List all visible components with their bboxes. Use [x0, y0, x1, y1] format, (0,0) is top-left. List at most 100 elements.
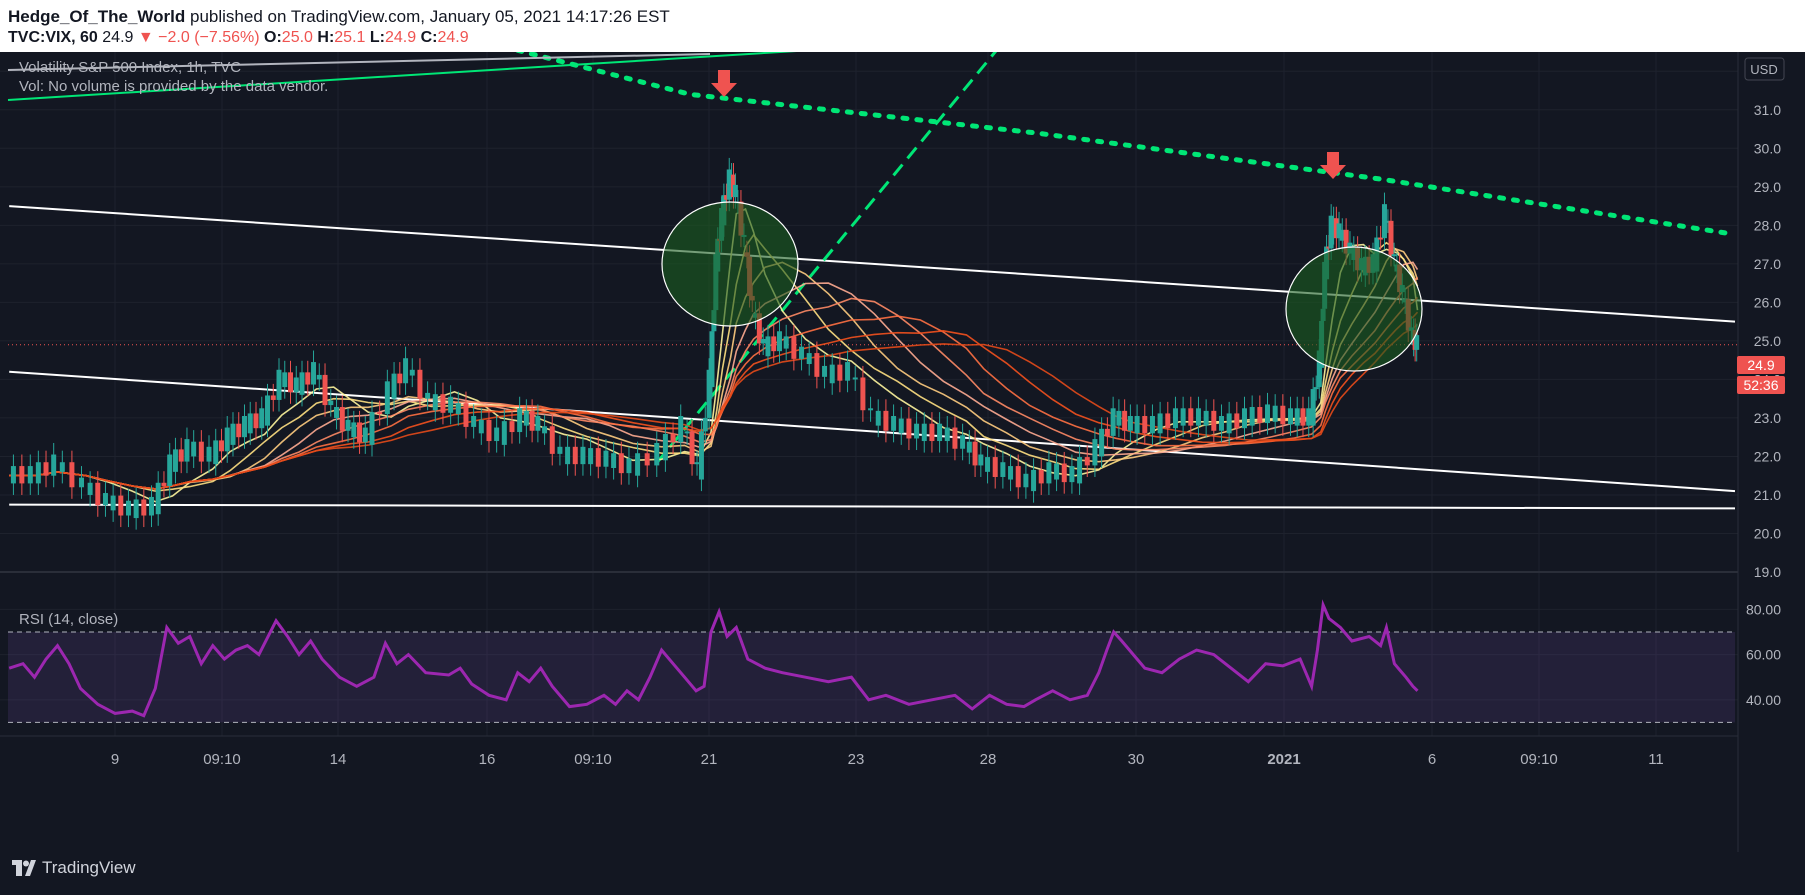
candle-body	[1265, 404, 1271, 424]
candle-body	[517, 408, 523, 433]
author-name[interactable]: Hedge_Of_The_World	[8, 7, 186, 26]
candle-body	[403, 358, 409, 384]
candle-body	[155, 482, 161, 515]
candle-body	[978, 454, 984, 466]
candle-body	[1313, 387, 1319, 390]
candle-body	[580, 446, 586, 465]
grey-trend-line	[7, 53, 711, 71]
candle-body	[357, 422, 363, 443]
candle-body	[1188, 408, 1194, 426]
candle-body	[837, 364, 843, 381]
candles	[10, 157, 1420, 530]
candle-body	[921, 423, 927, 442]
candle-body	[724, 195, 730, 200]
candle-body	[1300, 408, 1306, 426]
candle-body	[51, 454, 57, 476]
candle-body	[1272, 405, 1278, 422]
candle-body	[1092, 439, 1098, 466]
down-arrow-icon	[1327, 152, 1339, 166]
candle-body	[27, 466, 33, 484]
candle-body	[1388, 220, 1394, 255]
candle-body	[829, 364, 835, 384]
price-tick-label: 22.0	[1754, 448, 1781, 464]
close-value: 24.9	[437, 29, 469, 46]
candle-body	[276, 369, 282, 400]
chart-svg[interactable]: 19.020.021.022.023.024.025.026.027.028.0…	[0, 0, 1805, 852]
publish-header: Hedge_Of_The_World published on TradingV…	[0, 0, 1805, 52]
candle-body	[765, 336, 771, 357]
candle-body	[1336, 223, 1342, 239]
dashed-trend-line	[654, 0, 1040, 466]
time-tick-label: 09:10	[1520, 751, 1558, 768]
candle-body	[494, 427, 500, 442]
candle-body	[1142, 416, 1148, 434]
down-arrow-icon	[1320, 165, 1346, 179]
down-arrow-icon	[718, 70, 730, 84]
candle-body	[1381, 204, 1387, 239]
candle-body	[698, 431, 704, 480]
tradingview-icon	[12, 860, 36, 876]
candle-body	[191, 441, 197, 457]
candle-body	[87, 482, 93, 495]
candle-body	[898, 418, 904, 434]
currency-button[interactable]	[1744, 57, 1785, 81]
candle-body	[1061, 463, 1067, 483]
rsi-tick-label: 60.00	[1746, 647, 1781, 663]
chart-area[interactable]: 19.020.021.022.023.024.025.026.027.028.0…	[0, 0, 1805, 852]
main-legend-title[interactable]: Volatility S&P 500 Index, 1h, TVC	[19, 59, 242, 76]
candle-body	[184, 439, 190, 462]
candle-body	[322, 374, 328, 406]
green-trend-line	[7, 45, 878, 101]
candle-body	[891, 416, 897, 431]
candle-body	[10, 466, 16, 484]
candle-body	[670, 433, 676, 443]
candle-body	[1249, 407, 1255, 426]
candle-body	[305, 372, 311, 385]
candle-body	[167, 454, 173, 486]
candle-body	[19, 466, 25, 484]
tradingview-logo[interactable]: TradingView	[12, 858, 136, 878]
candle-body	[1084, 457, 1090, 466]
candle-body	[1110, 408, 1116, 436]
candle-body	[377, 412, 383, 415]
candle-body	[230, 423, 236, 445]
candle-body	[288, 372, 294, 393]
candle-body	[626, 458, 632, 474]
candle-body	[78, 477, 84, 488]
candle-body	[535, 416, 541, 431]
candle-body	[529, 410, 535, 431]
candle-body	[694, 462, 700, 465]
candle-body	[684, 431, 690, 434]
candle-body	[1288, 408, 1294, 425]
candle-body	[35, 462, 41, 484]
candle-body	[1165, 413, 1171, 429]
last-price-badge-text: 24.9	[1747, 357, 1774, 373]
candle-body	[509, 421, 515, 433]
candle-body	[282, 372, 288, 388]
ma-ribbon-line	[9, 261, 1419, 490]
candle-body	[161, 482, 167, 486]
time-tick-label: 21	[701, 751, 718, 768]
candle-body	[384, 381, 390, 415]
candle-body	[95, 482, 101, 506]
ohlc-line: TVC:VIX, 60 24.9 ▼ −2.0 (−7.56%) O:25.0 …	[8, 29, 469, 47]
candle-body	[1031, 469, 1037, 492]
candle-body	[799, 346, 805, 359]
time-tick-label: 11	[1648, 751, 1664, 768]
candle-body	[133, 499, 139, 519]
candle-body	[1218, 416, 1224, 431]
candle-body	[732, 184, 738, 198]
rsi-legend[interactable]: RSI (14, close)	[19, 611, 119, 628]
candle-body	[1104, 428, 1110, 436]
candle-body	[985, 457, 991, 472]
support-line	[9, 503, 1736, 510]
time-tick-label: 6	[1428, 751, 1436, 768]
highlight-circle	[1285, 246, 1423, 372]
upper-channel-line	[9, 205, 1736, 323]
candle-body	[852, 377, 858, 380]
candle-body	[806, 353, 812, 364]
candle-body	[929, 423, 935, 442]
candle-body	[1099, 428, 1105, 457]
candle-body	[1046, 462, 1052, 484]
candle-body	[351, 422, 357, 438]
